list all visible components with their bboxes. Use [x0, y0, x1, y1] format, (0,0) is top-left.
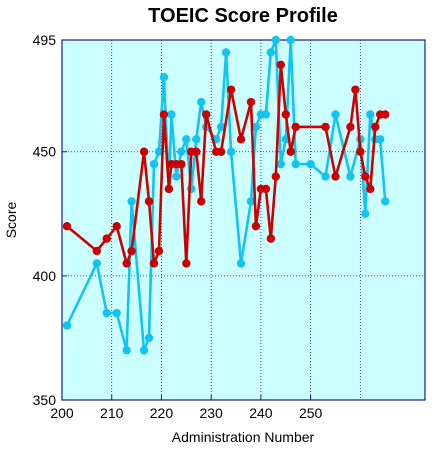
data-point — [346, 122, 355, 132]
y-tick-label: 495 — [33, 32, 57, 48]
x-tick-label: 200 — [50, 405, 74, 421]
data-point — [251, 222, 261, 231]
data-point — [376, 135, 385, 144]
data-point — [291, 159, 300, 169]
data-point — [197, 197, 206, 206]
data-point — [164, 184, 174, 194]
data-point — [246, 97, 256, 107]
data-point — [112, 222, 121, 231]
data-point — [281, 110, 290, 119]
y-axis-label: Score — [3, 202, 19, 239]
data-point — [177, 147, 186, 156]
data-point — [122, 259, 131, 268]
data-point — [331, 172, 340, 181]
data-point — [139, 346, 149, 355]
x-axis-label: Administration Number — [172, 429, 315, 445]
data-point — [276, 60, 285, 70]
data-point — [221, 48, 231, 57]
data-point — [321, 122, 330, 132]
data-point — [192, 135, 201, 144]
x-tick-label: 230 — [199, 405, 223, 421]
data-point — [226, 85, 236, 94]
data-point — [159, 73, 169, 82]
data-point — [381, 197, 390, 206]
data-point — [197, 97, 206, 107]
x-tick-label: 220 — [150, 405, 174, 421]
data-point — [127, 197, 136, 206]
data-point — [266, 48, 276, 57]
series-1 — [62, 35, 390, 355]
data-point — [236, 259, 246, 268]
data-point — [266, 234, 276, 243]
data-point — [177, 159, 186, 169]
data-point — [92, 259, 102, 268]
data-point — [356, 147, 365, 156]
x-tick-label: 210 — [100, 405, 124, 421]
data-point — [271, 172, 281, 181]
data-point — [286, 147, 295, 156]
y-tick-label: 400 — [33, 268, 57, 284]
data-point — [92, 246, 102, 256]
data-point — [139, 147, 149, 156]
x-axis-ticks: 200 210 220 230 240 250 — [50, 395, 323, 421]
data-point — [261, 184, 271, 194]
series-line — [66, 63, 386, 265]
data-point — [112, 308, 121, 318]
data-point — [236, 135, 246, 144]
data-point — [291, 122, 300, 132]
data-point — [331, 110, 340, 119]
x-tick-label: 250 — [299, 405, 323, 421]
data-point — [261, 110, 271, 119]
y-axis-ticks: 350 400 450 495 — [33, 32, 67, 408]
data-point — [172, 172, 181, 181]
data-point — [154, 147, 164, 156]
data-point — [202, 110, 211, 119]
data-point — [276, 159, 285, 169]
series-group — [62, 35, 390, 355]
data-point — [102, 234, 111, 243]
data-point — [251, 122, 261, 132]
plot-area — [61, 39, 426, 401]
data-point — [127, 246, 136, 256]
data-point — [192, 147, 201, 156]
data-point — [286, 35, 295, 45]
data-point — [159, 110, 169, 119]
chart-title: TOEIC Score Profile — [148, 5, 338, 27]
data-point — [371, 122, 380, 132]
data-point — [149, 159, 159, 169]
data-point — [366, 184, 375, 194]
series-2 — [62, 60, 390, 268]
data-point — [182, 259, 191, 268]
data-point — [361, 209, 370, 218]
data-point — [366, 110, 375, 119]
data-point — [246, 197, 256, 206]
data-point — [62, 321, 72, 330]
data-point — [321, 172, 330, 181]
x-tick-label: 240 — [249, 405, 273, 421]
data-point — [149, 259, 159, 268]
data-point — [102, 308, 111, 318]
data-point — [361, 172, 370, 181]
data-point — [271, 35, 281, 45]
y-tick-label: 450 — [33, 144, 57, 160]
data-point — [216, 147, 226, 156]
data-point — [122, 346, 131, 355]
data-point — [167, 110, 176, 119]
data-point — [62, 222, 72, 231]
data-point — [144, 333, 154, 343]
data-point — [144, 197, 154, 206]
y-tick-label: 350 — [33, 392, 57, 408]
data-point — [351, 85, 360, 94]
data-point — [226, 147, 236, 156]
data-point — [216, 122, 226, 132]
data-point — [182, 135, 191, 144]
data-point — [346, 172, 355, 181]
data-point — [306, 159, 315, 169]
data-point — [381, 110, 390, 119]
data-point — [154, 246, 164, 256]
